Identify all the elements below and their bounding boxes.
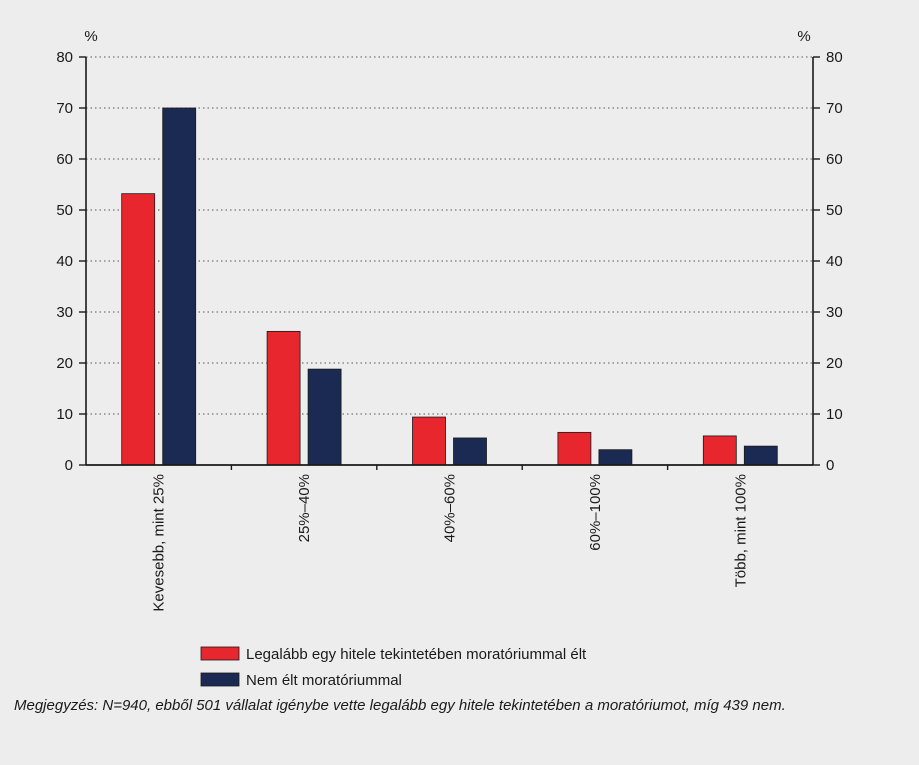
bar-s0-c0 [121,193,156,466]
bar-s0-c2 [412,416,446,466]
bar-s0-c1 [266,330,301,466]
y-tick-label-right-8: 80 [826,49,843,66]
y-tick-label-left-3: 30 [56,304,73,321]
y-tick-label-right-0: 0 [826,457,834,474]
bar-s1-c1 [307,368,342,466]
legend-swatch-0 [200,646,240,661]
bar-chart-svg: 0 0 10 10 20 20 30 30 40 40 50 50 60 60 70 70 80 80% % Keve… [56,28,843,689]
chart: 0 0 10 10 20 20 30 30 40 40 50 50 60 60 70 70 80 80%% Keve… [56,28,843,689]
y-tick-label-right-5: 50 [826,202,843,219]
bar-s0-c3 [557,431,592,466]
bar-s1-c0 [162,107,197,466]
category-label-2: 40%–60% [442,474,459,542]
legend-label-0: Legalább egy hitele tekintetében moratór… [246,646,587,663]
y-unit-right: % [797,28,810,45]
y-tick-label-left-0: 0 [65,457,73,474]
category-label-0: Kevesebb, mint 25% [151,474,168,612]
y-tick-label-right-3: 30 [826,304,843,321]
legend-label-1: Nem élt moratóriummal [246,672,402,689]
y-tick-label-left-8: 80 [56,49,73,66]
y-tick-label-left-4: 40 [56,253,73,270]
bar-s1-c3 [598,449,633,466]
y-tick-label-left-5: 50 [56,202,73,219]
bar-s1-c4 [743,445,778,466]
y-tick-label-left-2: 20 [56,355,73,372]
y-tick-label-right-4: 40 [826,253,843,270]
category-label-1: 25%–40% [296,474,313,542]
y-tick-label-right-7: 70 [826,100,843,117]
y-tick-label-right-2: 20 [826,355,843,372]
y-tick-label-left-6: 60 [56,151,73,168]
category-label-4: Több, mint 100% [732,474,749,587]
y-tick-label-right-1: 10 [826,406,843,423]
y-unit-left: % [84,28,97,45]
y-tick-label-right-6: 60 [826,151,843,168]
chart-note: Megjegyzés: N=940, ebből 501 vállalat ig… [14,697,786,714]
bar-s0-c4 [702,435,737,466]
bar-s1-c2 [453,437,487,466]
legend-swatch-1 [200,672,240,687]
y-tick-label-left-7: 70 [56,100,73,117]
category-label-3: 60%–100% [587,474,604,551]
y-tick-label-left-1: 10 [56,406,73,423]
